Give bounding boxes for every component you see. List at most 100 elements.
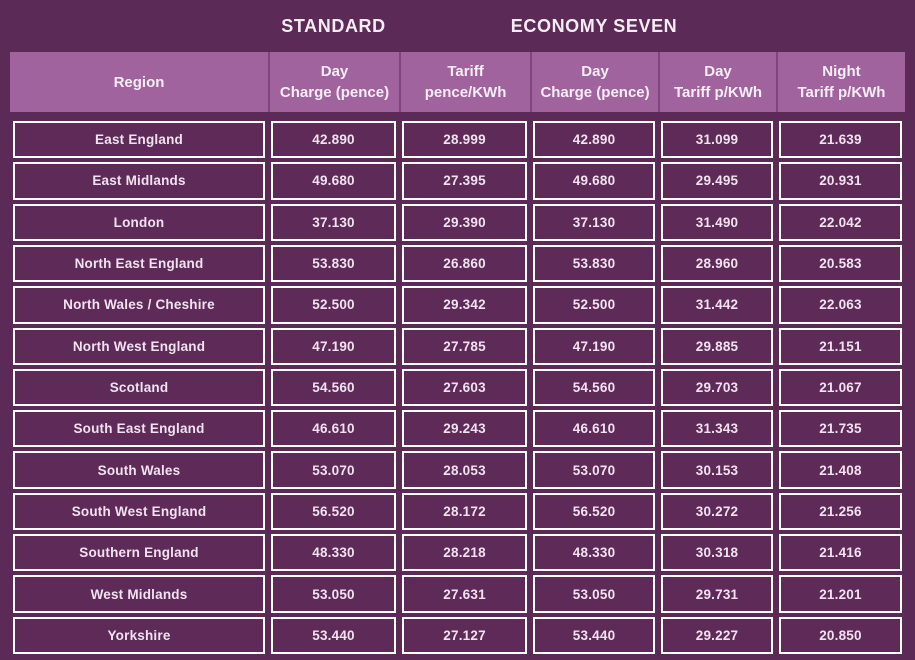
region-name: South Wales: [13, 451, 266, 489]
column-group-band: STANDARD ECONOMY SEVEN: [10, 0, 905, 52]
tariff-value: 21.735: [778, 410, 902, 448]
tariff-value: 48.330: [533, 534, 656, 572]
table-row: Southern England 48.330 28.218 48.330 30.318…: [10, 532, 905, 573]
tariff-value: 28.218: [402, 534, 528, 572]
tariff-value: 21.639: [778, 121, 902, 159]
region-cell: Scotland: [10, 367, 268, 408]
table-body: East England 42.890 28.999 42.890 31.099 21.6…: [10, 119, 905, 656]
value-cell: 29.390: [399, 202, 530, 243]
tariff-value: 31.343: [661, 410, 773, 448]
tariff-value: 29.243: [402, 410, 528, 448]
value-cell: 21.256: [776, 491, 905, 532]
tariff-value: 28.960: [661, 244, 773, 283]
value-cell: 27.603: [399, 367, 530, 408]
tariff-value: 22.042: [778, 203, 902, 241]
tariff-value: 29.390: [402, 203, 528, 241]
tariff-value: 53.830: [271, 244, 397, 283]
value-cell: 22.042: [776, 202, 905, 243]
value-cell: 29.243: [399, 408, 530, 449]
value-cell: 53.440: [530, 615, 658, 656]
region-name: East England: [13, 121, 266, 159]
tariff-value: 37.130: [271, 203, 397, 241]
tariff-value: 49.680: [271, 162, 397, 200]
value-cell: 49.680: [268, 160, 399, 201]
tariff-value: 54.560: [533, 368, 656, 407]
table-row: North West England 47.190 27.785 47.190 29.8…: [10, 326, 905, 367]
tariff-value: 56.520: [271, 492, 397, 531]
value-cell: 28.960: [658, 243, 776, 284]
region-cell: East England: [10, 119, 268, 160]
tariff-value: 20.583: [778, 244, 902, 283]
tariff-value: 22.063: [778, 286, 902, 324]
value-cell: 29.703: [658, 367, 776, 408]
value-cell: 53.050: [268, 573, 399, 614]
value-cell: 56.520: [268, 491, 399, 532]
tariff-value: 37.130: [533, 203, 656, 241]
tariff-value: 48.330: [271, 534, 397, 572]
value-cell: 28.218: [399, 532, 530, 573]
tariff-value: 21.408: [778, 451, 902, 489]
value-cell: 42.890: [530, 119, 658, 160]
tariff-value: 29.495: [661, 162, 773, 200]
tariff-value: 29.731: [661, 575, 773, 613]
tariff-value: 54.560: [271, 368, 397, 407]
table-row: Scotland 54.560 27.603 54.560 29.703 21.067: [10, 367, 905, 408]
tariff-value: 31.099: [661, 121, 773, 159]
table-header-row: Region Day Charge (pence) Tariff pence/K…: [10, 52, 905, 112]
value-cell: 53.440: [268, 615, 399, 656]
tariff-value: 20.931: [778, 162, 902, 200]
value-cell: 20.850: [776, 615, 905, 656]
table-row: North Wales / Cheshire 52.500 29.342 52.500…: [10, 284, 905, 325]
tariff-value: 28.053: [402, 451, 528, 489]
tariff-value: 42.890: [533, 121, 656, 159]
tariff-value: 21.067: [778, 368, 902, 407]
value-cell: 31.442: [658, 284, 776, 325]
value-cell: 54.560: [268, 367, 399, 408]
tariff-value: 21.416: [778, 534, 902, 572]
value-cell: 47.190: [530, 326, 658, 367]
tariff-value: 30.318: [661, 534, 773, 572]
tariff-value: 28.999: [402, 121, 528, 159]
column-header-standard-tariff: Tariff pence/KWh: [399, 52, 530, 112]
value-cell: 21.201: [776, 573, 905, 614]
value-cell: 53.070: [268, 449, 399, 490]
table-row: South East England 46.610 29.243 46.610 31.3…: [10, 408, 905, 449]
group-label-standard: STANDARD: [281, 15, 386, 36]
value-cell: 26.860: [399, 243, 530, 284]
value-cell: 22.063: [776, 284, 905, 325]
value-cell: 52.500: [530, 284, 658, 325]
tariff-value: 53.050: [271, 575, 397, 613]
region-cell: London: [10, 202, 268, 243]
tariff-value: 52.500: [271, 286, 397, 324]
table-row: North East England 53.830 26.860 53.830 28.9…: [10, 243, 905, 284]
value-cell: 56.520: [530, 491, 658, 532]
value-cell: 53.830: [268, 243, 399, 284]
value-cell: 53.830: [530, 243, 658, 284]
region-name: London: [13, 203, 266, 241]
tariff-value: 27.603: [402, 368, 528, 407]
tariff-value: 49.680: [533, 162, 656, 200]
value-cell: 53.070: [530, 449, 658, 490]
value-cell: 30.153: [658, 449, 776, 490]
table-row: East England 42.890 28.999 42.890 31.099 21.6…: [10, 119, 905, 160]
tariff-value: 28.172: [402, 492, 528, 531]
value-cell: 46.610: [530, 408, 658, 449]
region-name: Scotland: [13, 368, 266, 407]
value-cell: 30.318: [658, 532, 776, 573]
value-cell: 29.731: [658, 573, 776, 614]
value-cell: 48.330: [268, 532, 399, 573]
group-label-economy-seven: ECONOMY SEVEN: [510, 15, 678, 36]
value-cell: 20.931: [776, 160, 905, 201]
region-cell: Yorkshire: [10, 615, 268, 656]
table-row: West Midlands 53.050 27.631 53.050 29.731 21.…: [10, 573, 905, 614]
region-name: Southern England: [13, 534, 266, 572]
table-row: South Wales 53.070 28.053 53.070 30.153 21.40…: [10, 449, 905, 490]
tariff-value: 53.050: [533, 575, 656, 613]
value-cell: 31.099: [658, 119, 776, 160]
tariff-value: 21.256: [778, 492, 902, 531]
value-cell: 21.408: [776, 449, 905, 490]
tariff-value: 21.201: [778, 575, 902, 613]
value-cell: 31.490: [658, 202, 776, 243]
region-name: East Midlands: [13, 162, 266, 200]
